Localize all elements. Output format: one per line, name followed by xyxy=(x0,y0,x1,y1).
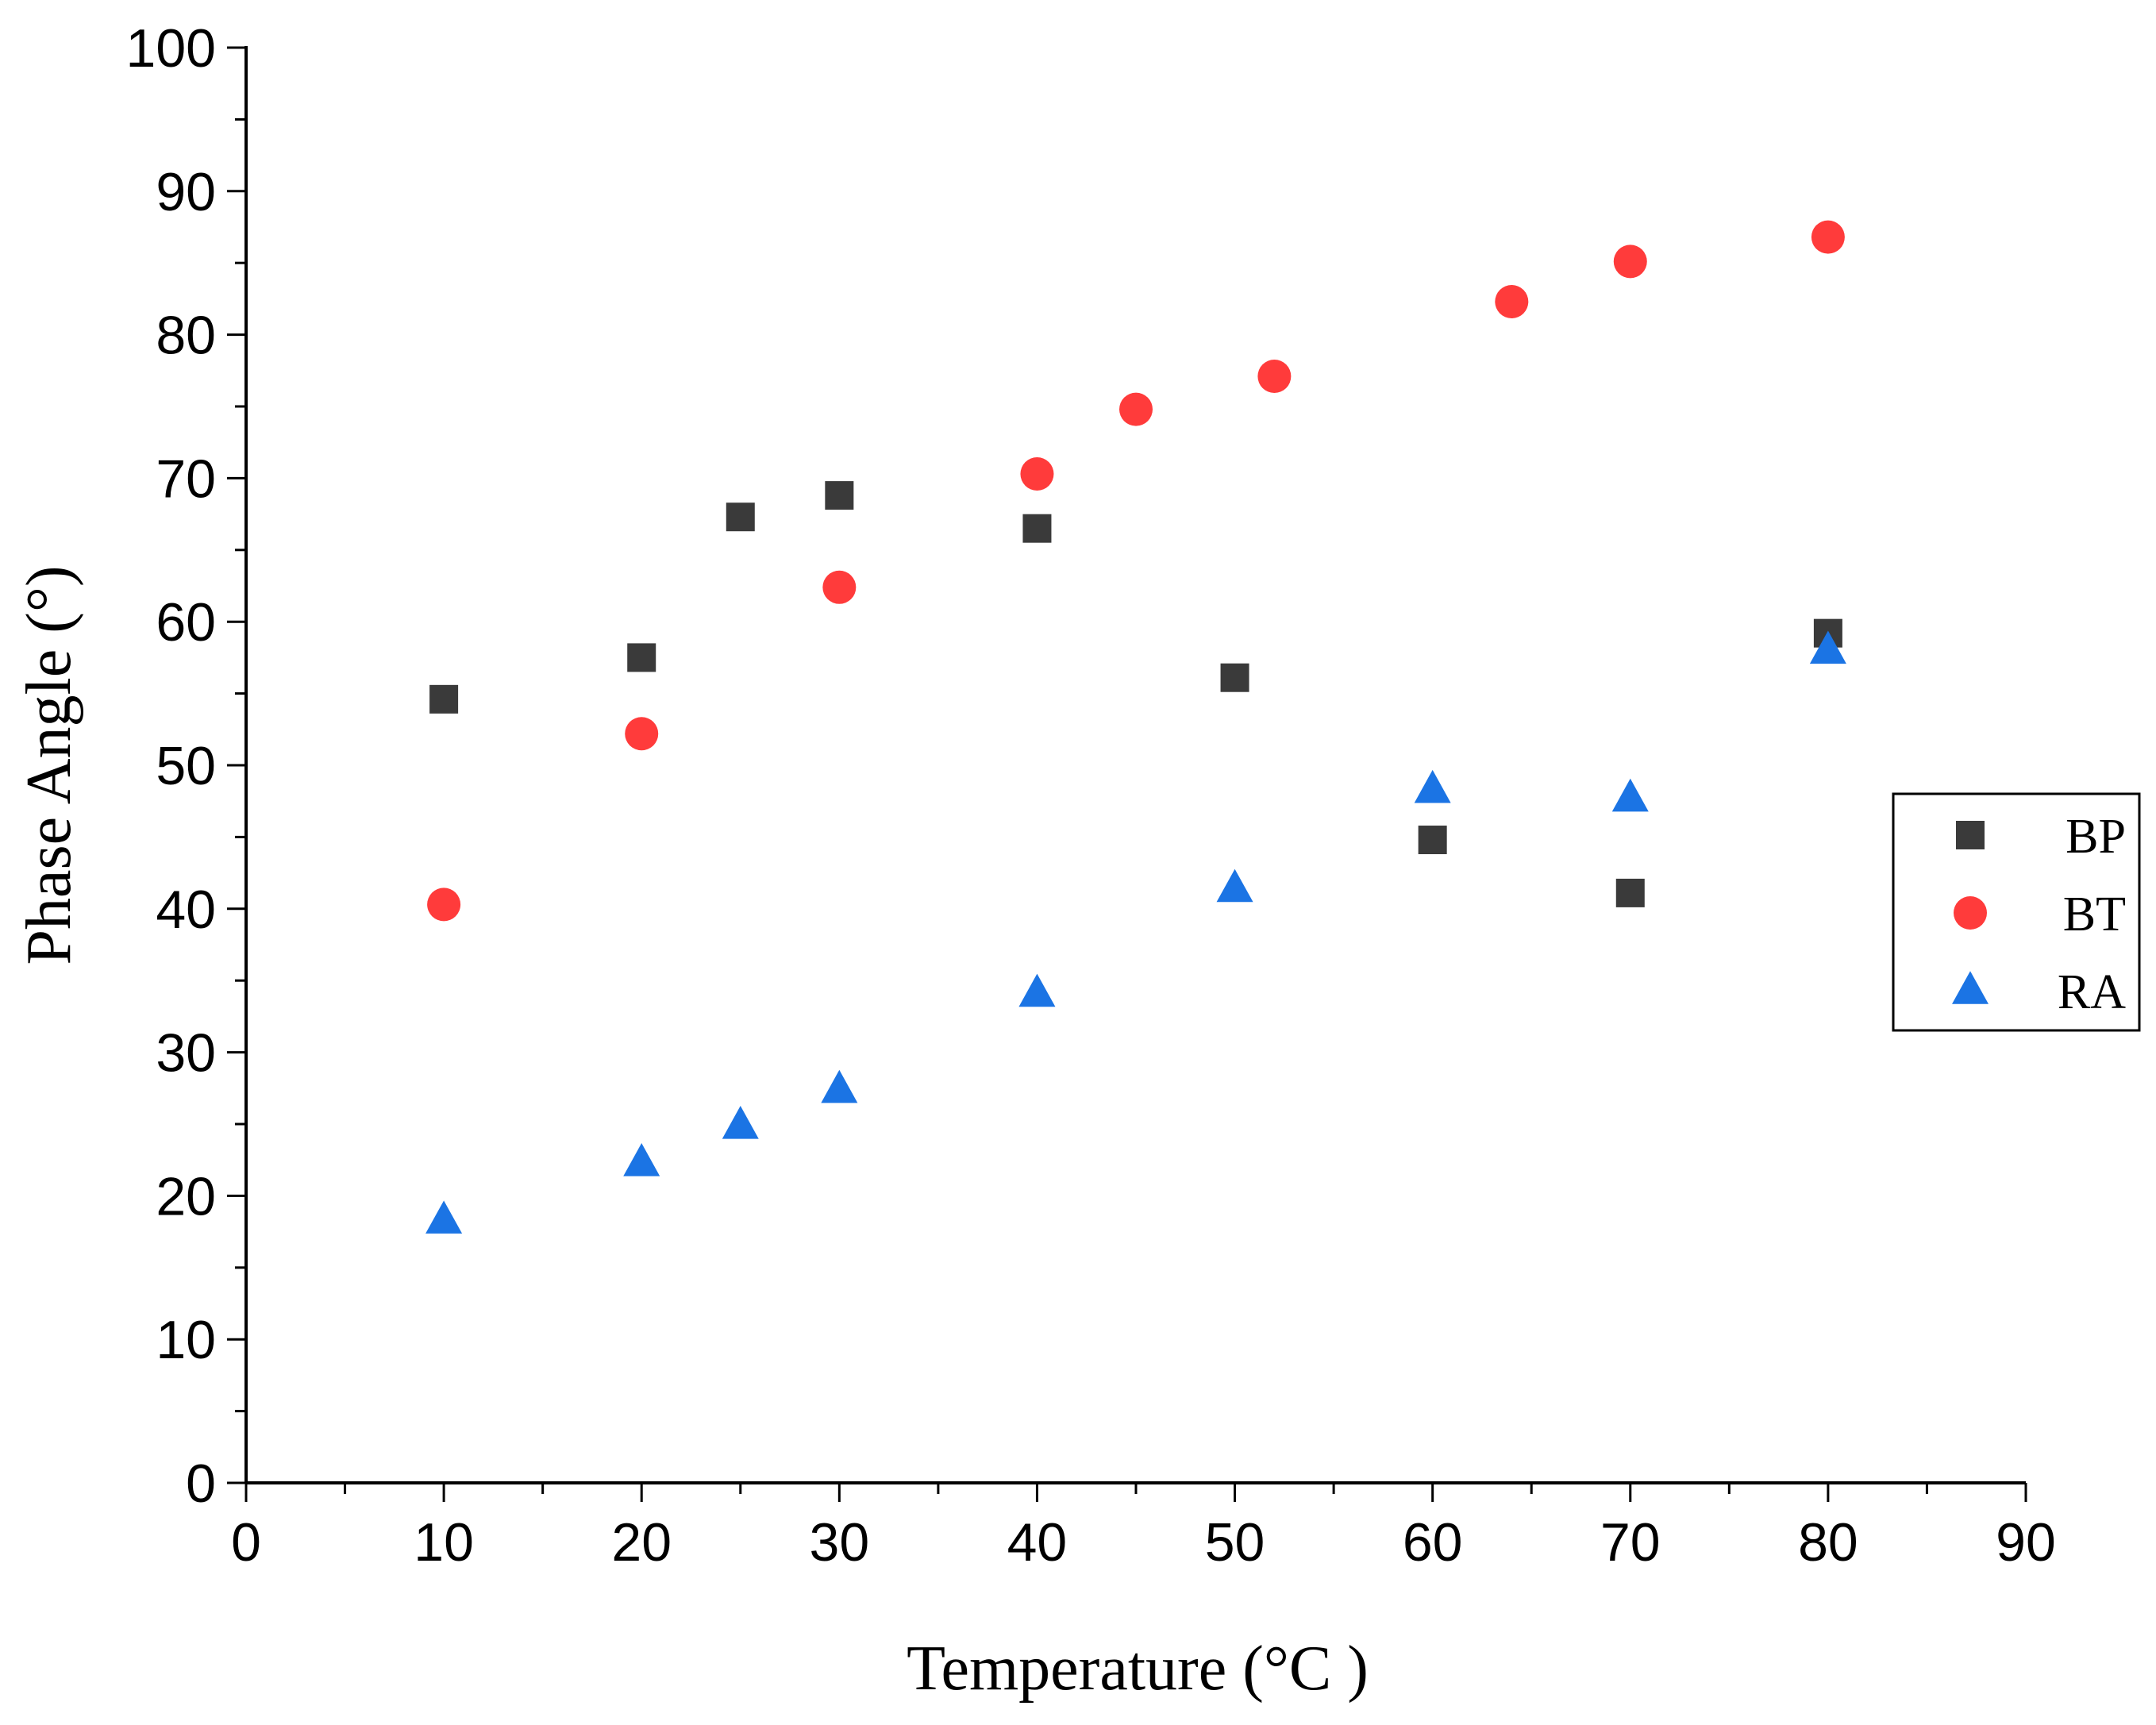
ra-point xyxy=(722,1106,759,1139)
ra-point xyxy=(425,1200,463,1234)
bt-point xyxy=(1495,285,1529,319)
series-bp xyxy=(429,481,1842,907)
legend-marker-bt xyxy=(1954,896,1987,930)
legend-marker-bp xyxy=(1956,821,1985,849)
y-tick-label: 90 xyxy=(156,162,216,222)
bp-point xyxy=(1615,878,1645,907)
bt-point xyxy=(427,888,461,922)
ra-point xyxy=(821,1069,858,1103)
y-tick-label: 80 xyxy=(156,306,216,366)
y-tick-label: 20 xyxy=(156,1166,216,1226)
x-tick-label: 20 xyxy=(611,1512,672,1573)
axes xyxy=(244,46,2026,1484)
bt-point xyxy=(1613,245,1647,279)
y-tick-label: 70 xyxy=(156,449,216,509)
x-axis-title: Temperature (°C ) xyxy=(907,1634,1369,1704)
legend-label-bp: BP xyxy=(2066,810,2126,864)
bt-point xyxy=(822,570,857,604)
y-tick-label: 50 xyxy=(156,736,216,796)
bt-point xyxy=(1811,220,1845,254)
y-tick-label: 30 xyxy=(156,1023,216,1084)
legend-marker-ra xyxy=(1952,971,1989,1004)
ra-point xyxy=(1216,868,1253,903)
ra-point xyxy=(623,1143,660,1176)
bt-point xyxy=(1257,360,1292,394)
x-tick-label: 80 xyxy=(1798,1512,1858,1573)
axis-ticks: 0 10 20 30 40 50 60 70 80 90 0 10 20 30 40 50 60 70 80 90 10… xyxy=(126,18,2056,1573)
x-tick-label: 60 xyxy=(1403,1512,1463,1573)
legend-label-bt: BT xyxy=(2063,888,2126,941)
legend-box xyxy=(1892,792,2141,1032)
bp-point xyxy=(825,481,854,510)
y-tick-label: 60 xyxy=(156,592,216,653)
bp-point xyxy=(1220,663,1249,692)
ra-point xyxy=(1809,630,1846,664)
legend: BP BT RA xyxy=(1892,792,2141,1032)
x-tick-label: 40 xyxy=(1007,1512,1068,1573)
ra-point xyxy=(1414,769,1451,803)
bp-point xyxy=(1418,826,1447,855)
bt-point xyxy=(1119,392,1153,426)
bp-point xyxy=(627,643,656,672)
y-tick-label: 0 xyxy=(186,1454,216,1514)
bt-point xyxy=(1020,456,1054,491)
legend-items: BP BT RA xyxy=(1952,810,2126,1019)
series-ra xyxy=(425,630,1846,1234)
y-tick-label: 10 xyxy=(156,1310,216,1370)
ra-point xyxy=(1611,778,1649,812)
bp-point xyxy=(429,684,459,714)
x-tick-label: 30 xyxy=(810,1512,870,1573)
bp-point xyxy=(1022,514,1052,543)
legend-label-ra: RA xyxy=(2058,965,2126,1019)
bp-point xyxy=(726,502,755,532)
y-tick-label: 100 xyxy=(126,18,216,79)
x-tick-label: 10 xyxy=(414,1512,474,1573)
series-bt xyxy=(427,220,1845,922)
data-points xyxy=(425,220,1846,1234)
y-axis-title: Phase Angle (°) xyxy=(14,565,84,965)
x-tick-label: 0 xyxy=(231,1512,261,1573)
y-tick-label: 40 xyxy=(156,880,216,940)
x-tick-label: 90 xyxy=(1996,1512,2056,1573)
x-tick-label: 50 xyxy=(1205,1512,1265,1573)
ra-point xyxy=(1018,973,1056,1007)
x-tick-label: 70 xyxy=(1600,1512,1661,1573)
bt-point xyxy=(625,717,659,751)
